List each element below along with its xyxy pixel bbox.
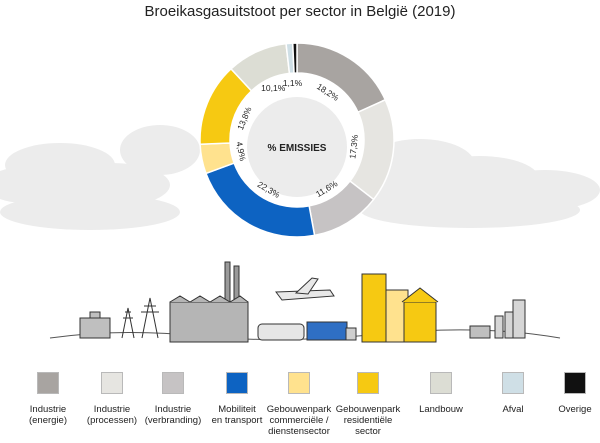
legend-swatch [226, 372, 248, 394]
legend-item-landbouw: Landbouw [406, 372, 476, 415]
legend-item-industrie-processen: Industrie (processen) [77, 372, 147, 426]
legend-swatch [288, 372, 310, 394]
legend-swatch [430, 372, 452, 394]
legend-item-mobiliteit: Mobiliteit en transport [202, 372, 272, 426]
legend-swatch [101, 372, 123, 394]
chart-title: Broeikasgasuitstoot per sector in België… [144, 3, 456, 20]
donut-chart [199, 42, 395, 238]
legend-label: Industrie (verbranding) [144, 404, 202, 426]
legend-swatch [357, 372, 379, 394]
legend-label: Landbouw [419, 404, 463, 415]
legend-item-industrie-verbranding: Industrie (verbranding) [138, 372, 208, 426]
legend-swatch [502, 372, 524, 394]
legend-swatch [162, 372, 184, 394]
legend-label: Mobiliteit en transport [211, 404, 263, 426]
donut-slice-8 [291, 42, 298, 74]
legend-label: Industrie (energie) [28, 404, 68, 426]
legend-item-gebouwenpark-commercieel: Gebouwenpark commerciële / dienstensecto… [264, 372, 334, 437]
slice-label-6: 10,1% [261, 83, 286, 93]
cloud-background [0, 125, 600, 230]
slice-label-1: 17,3% [347, 134, 360, 160]
legend-label: Gebouwenpark commerciële / dienstensecto… [266, 404, 332, 437]
legend-item-overige: Overige [540, 372, 600, 415]
legend-label: Overige [558, 404, 592, 415]
legend-item-gebouwenpark-residentieel: Gebouwenpark residentiële sector [333, 372, 403, 437]
legend-label: Gebouwenpark residentiële sector [335, 404, 401, 437]
legend-swatch [564, 372, 586, 394]
legend: Industrie (energie) Industrie (processen… [0, 372, 600, 443]
legend-item-industrie-energie: Industrie (energie) [13, 372, 83, 426]
skyline-illustration [49, 261, 561, 343]
legend-swatch [37, 372, 59, 394]
legend-item-afval: Afval [478, 372, 548, 415]
slice-label-4: 4,9% [234, 141, 248, 162]
center-label: % EMISSIES [268, 143, 327, 154]
slice-label-7: 1,1% [283, 78, 303, 88]
donut-center-disc [247, 97, 347, 197]
legend-label: Industrie (processen) [86, 404, 138, 426]
legend-label: Afval [502, 404, 524, 415]
chart-scene: % EMISSIES 18,2%17,3%11,6%22,3%4,9%13,8%… [0, 42, 600, 343]
